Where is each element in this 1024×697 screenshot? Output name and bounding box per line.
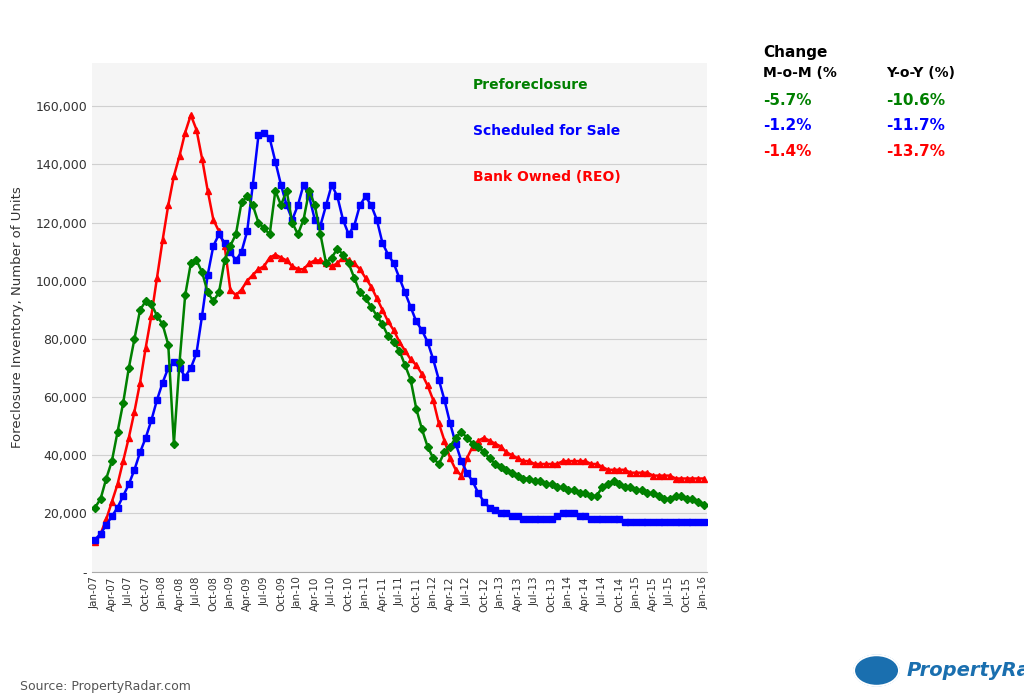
Text: PropertyRadar: PropertyRadar [906, 661, 1024, 680]
Text: Change: Change [763, 45, 827, 61]
Text: Y-o-Y (%): Y-o-Y (%) [886, 66, 954, 80]
Text: -13.7%: -13.7% [886, 144, 945, 160]
Text: -10.6%: -10.6% [886, 93, 945, 108]
Text: Preforeclosure: Preforeclosure [473, 78, 589, 92]
Text: Source: PropertyRadar.com: Source: PropertyRadar.com [20, 680, 191, 693]
Text: M-o-M (%: M-o-M (% [763, 66, 837, 80]
Text: Scheduled for Sale: Scheduled for Sale [473, 124, 621, 138]
Text: -5.7%: -5.7% [763, 93, 811, 108]
Text: -1.4%: -1.4% [763, 144, 811, 160]
Text: -1.2%: -1.2% [763, 118, 811, 134]
Text: Bank Owned (REO): Bank Owned (REO) [473, 169, 621, 183]
Text: -11.7%: -11.7% [886, 118, 944, 134]
Y-axis label: Foreclosure Inventory, Number of Units: Foreclosure Inventory, Number of Units [11, 186, 25, 448]
